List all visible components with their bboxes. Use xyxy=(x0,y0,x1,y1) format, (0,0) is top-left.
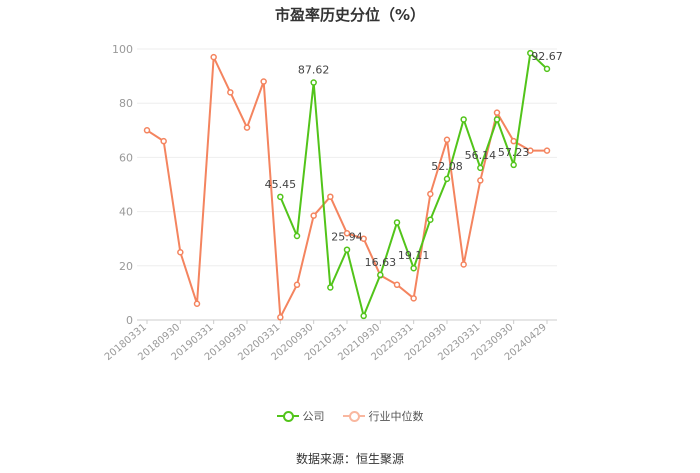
y-tick-label: 20 xyxy=(119,260,133,273)
data-point[interactable] xyxy=(143,127,151,134)
gridlines xyxy=(137,48,557,321)
y-tick-label: 40 xyxy=(119,206,133,219)
data-point[interactable] xyxy=(477,177,484,184)
legend-industry-label: 行业中位数 xyxy=(368,410,424,423)
legend-company-label: 公司 xyxy=(302,410,325,423)
data-point[interactable] xyxy=(410,264,417,272)
series-industry xyxy=(143,53,551,321)
data-label: 57.23 xyxy=(498,146,530,159)
data-point[interactable] xyxy=(243,124,251,131)
data-label: 52.08 xyxy=(431,160,463,173)
data-point[interactable] xyxy=(310,212,317,219)
data-label: 45.45 xyxy=(265,178,297,191)
series-company xyxy=(277,49,551,320)
data-point[interactable] xyxy=(527,49,534,57)
data-point[interactable] xyxy=(477,164,484,172)
series-line xyxy=(146,56,547,319)
data-point[interactable] xyxy=(177,249,184,256)
data-label: 56.14 xyxy=(465,149,497,162)
data-point[interactable] xyxy=(377,271,384,279)
data-point[interactable] xyxy=(327,284,334,291)
data-point[interactable] xyxy=(443,136,451,144)
legend-item-company[interactable]: 公司 xyxy=(276,408,325,424)
data-label: 87.62 xyxy=(298,64,330,77)
data-point[interactable] xyxy=(393,281,401,289)
data-point[interactable] xyxy=(493,116,501,123)
data-point[interactable] xyxy=(260,78,267,85)
legend-company-swatch xyxy=(276,410,299,422)
data-point[interactable] xyxy=(360,235,367,242)
data-point[interactable] xyxy=(543,65,551,73)
data-point[interactable] xyxy=(360,312,367,320)
data-point[interactable] xyxy=(460,261,467,268)
y-tick-label: 60 xyxy=(119,151,133,164)
data-label: 92.67 xyxy=(531,50,563,63)
data-point[interactable] xyxy=(510,137,517,145)
legend-industry-swatch xyxy=(342,410,365,422)
data-point[interactable] xyxy=(427,190,434,198)
legend-item-industry[interactable]: 行业中位数 xyxy=(342,408,424,424)
data-point[interactable] xyxy=(293,281,301,289)
data-point[interactable] xyxy=(277,193,284,201)
data-source: 数据来源：恒生聚源 xyxy=(295,452,404,466)
series-line xyxy=(279,52,548,317)
data-point[interactable] xyxy=(510,161,517,169)
series xyxy=(143,49,551,321)
y-tick-label: 100 xyxy=(112,43,133,56)
data-point[interactable] xyxy=(343,246,351,253)
data-point[interactable] xyxy=(543,147,551,154)
data-point[interactable] xyxy=(460,116,467,123)
data-point[interactable] xyxy=(427,216,434,223)
data-point[interactable] xyxy=(277,314,284,321)
data-point[interactable] xyxy=(193,300,201,307)
chart-title: 市盈率历史分位（%） xyxy=(274,6,426,24)
data-point[interactable] xyxy=(160,137,167,145)
data-label: 25.94 xyxy=(331,231,363,244)
data-point[interactable] xyxy=(310,79,317,86)
data-point[interactable] xyxy=(327,193,334,200)
data-point[interactable] xyxy=(227,89,234,96)
data-label: 16.63 xyxy=(365,256,397,269)
legend: 公司 行业中位数 xyxy=(0,408,700,424)
y-tick-label: 0 xyxy=(126,314,133,327)
data-point[interactable] xyxy=(410,295,417,302)
data-point[interactable] xyxy=(443,175,451,183)
y-tick-label: 80 xyxy=(119,97,133,110)
data-point[interactable] xyxy=(210,53,217,61)
data-point[interactable] xyxy=(343,230,351,237)
data-point[interactable] xyxy=(393,219,401,226)
data-point[interactable] xyxy=(493,109,501,116)
data-point[interactable] xyxy=(293,232,301,240)
data-point[interactable] xyxy=(527,147,534,154)
pe-percentile-chart: 0204060801002018033120180930201903312019… xyxy=(103,43,563,363)
data-label: 19.11 xyxy=(398,249,430,262)
